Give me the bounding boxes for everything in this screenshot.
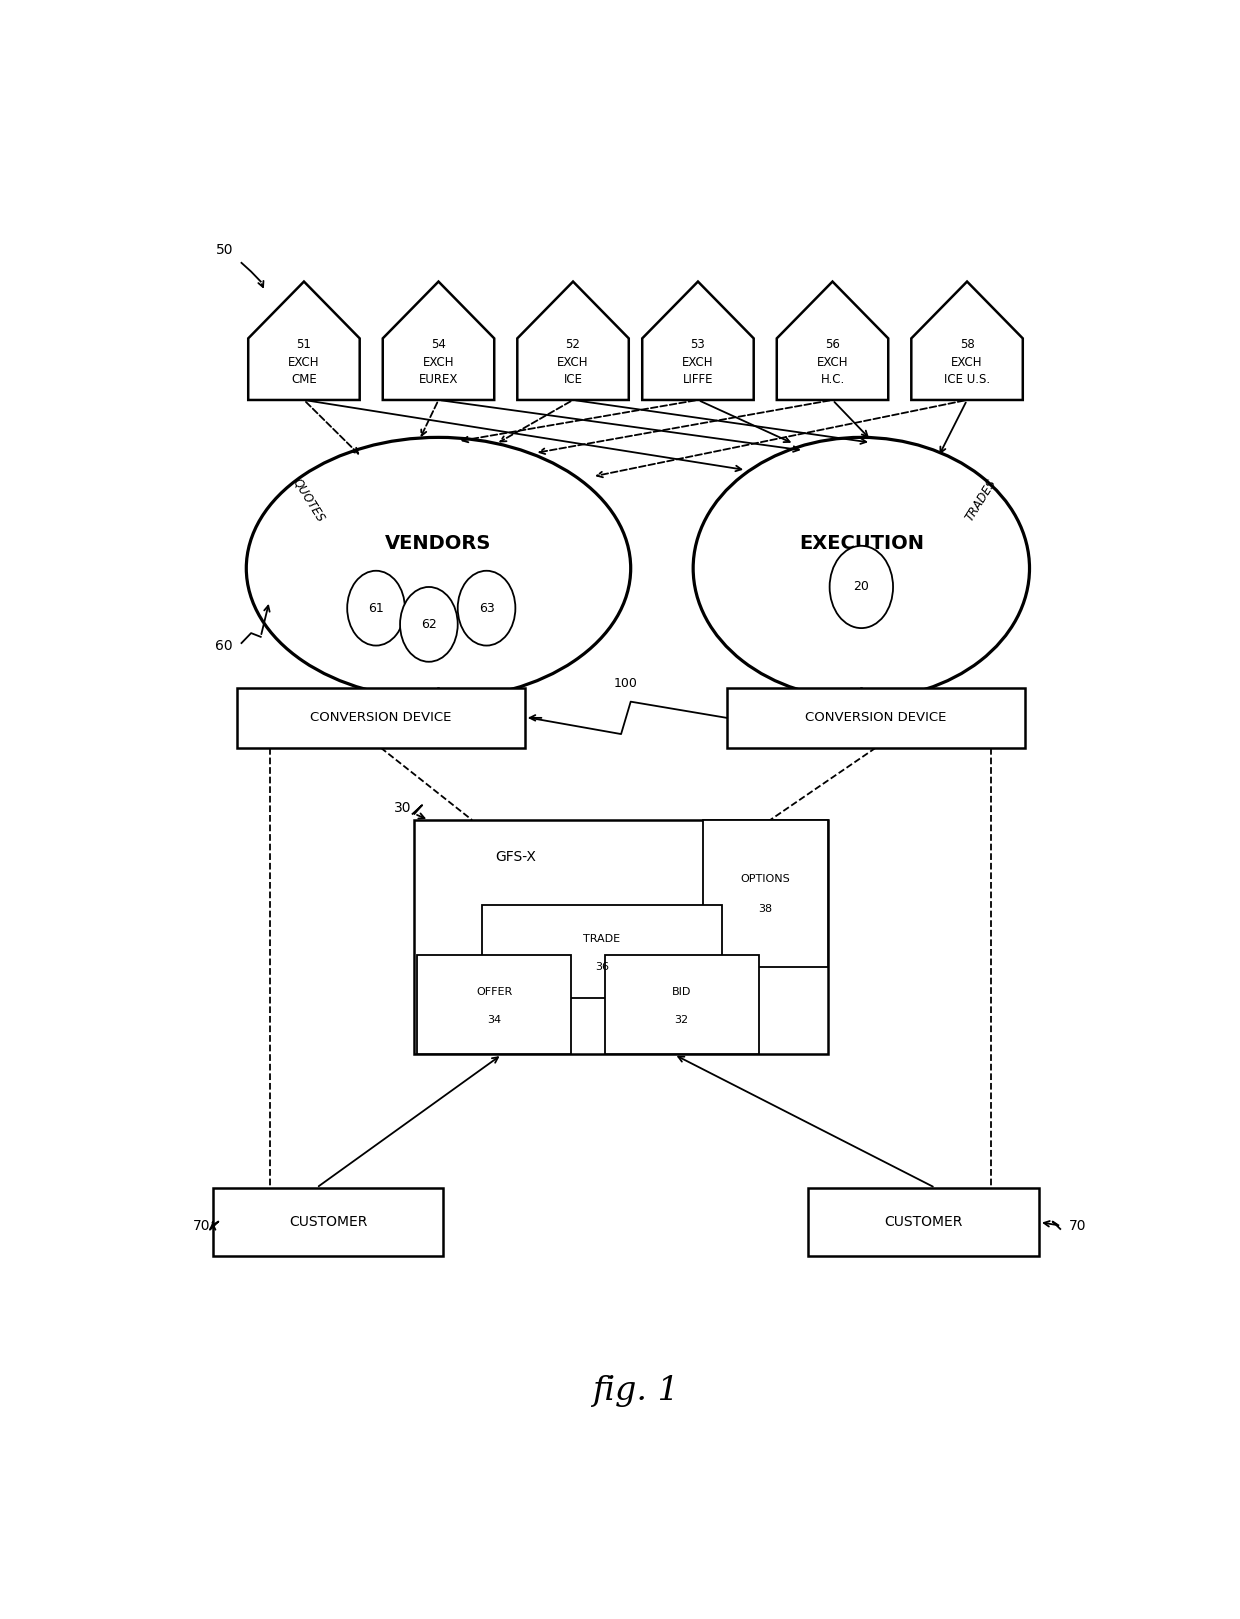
Text: 20: 20	[853, 581, 869, 594]
Text: 34: 34	[487, 1015, 501, 1025]
Text: 54
EXCH
EUREX: 54 EXCH EUREX	[419, 338, 459, 385]
Text: 70: 70	[1069, 1219, 1086, 1234]
Bar	[703, 821, 828, 967]
Text: TRADES: TRADES	[963, 476, 999, 523]
Text: 52
EXCH
ICE: 52 EXCH ICE	[557, 338, 589, 385]
Text: 58
EXCH
ICE U.S.: 58 EXCH ICE U.S.	[944, 338, 990, 385]
Text: 53
EXCH
LIFFE: 53 EXCH LIFFE	[682, 338, 714, 385]
Polygon shape	[248, 282, 360, 400]
Bar	[808, 1188, 1039, 1256]
Text: CUSTOMER: CUSTOMER	[289, 1216, 367, 1229]
Bar	[605, 955, 759, 1054]
Text: VENDORS: VENDORS	[386, 534, 492, 552]
Circle shape	[458, 572, 516, 646]
Text: 36: 36	[595, 962, 609, 971]
Circle shape	[830, 546, 893, 628]
Text: QUOTES: QUOTES	[290, 476, 327, 525]
Text: 70: 70	[192, 1219, 210, 1234]
Text: 38: 38	[758, 903, 773, 913]
Text: 50: 50	[216, 243, 233, 257]
Polygon shape	[911, 282, 1023, 400]
Polygon shape	[642, 282, 754, 400]
Bar	[418, 955, 572, 1054]
Ellipse shape	[247, 437, 631, 699]
Polygon shape	[776, 282, 888, 400]
Polygon shape	[383, 282, 495, 400]
Text: BID: BID	[672, 988, 692, 997]
Text: 32: 32	[675, 1015, 688, 1025]
Text: 56
EXCH
H.C.: 56 EXCH H.C.	[817, 338, 848, 385]
Text: CUSTOMER: CUSTOMER	[884, 1216, 963, 1229]
Bar	[414, 821, 828, 1054]
Text: 51
EXCH
CME: 51 EXCH CME	[288, 338, 320, 385]
Text: 60: 60	[216, 638, 233, 652]
Text: 100: 100	[614, 677, 637, 690]
Text: TRADE: TRADE	[583, 934, 620, 944]
Circle shape	[401, 588, 458, 662]
Text: fig. 1: fig. 1	[591, 1375, 680, 1407]
Bar	[481, 905, 722, 999]
Polygon shape	[517, 282, 629, 400]
Text: 62: 62	[422, 618, 436, 631]
Bar	[237, 688, 525, 748]
Ellipse shape	[693, 437, 1029, 699]
Text: CONVERSION DEVICE: CONVERSION DEVICE	[310, 711, 451, 724]
Circle shape	[347, 572, 404, 646]
Text: 30: 30	[394, 801, 412, 814]
Text: 63: 63	[479, 602, 495, 615]
Bar	[727, 688, 1024, 748]
Text: CONVERSION DEVICE: CONVERSION DEVICE	[805, 711, 946, 724]
Text: OFFER: OFFER	[476, 988, 512, 997]
Bar	[213, 1188, 444, 1256]
Text: GFS-X: GFS-X	[495, 850, 536, 865]
Text: OPTIONS: OPTIONS	[740, 874, 790, 884]
Text: 61: 61	[368, 602, 384, 615]
Text: EXECUTION: EXECUTION	[799, 534, 924, 552]
